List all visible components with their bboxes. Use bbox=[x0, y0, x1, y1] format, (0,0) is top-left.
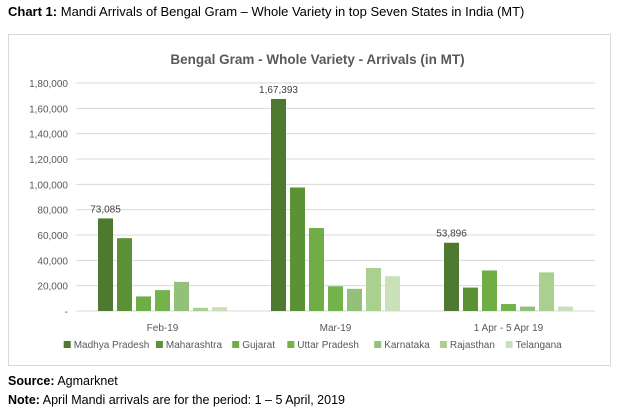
bar-rajasthan bbox=[539, 272, 554, 311]
bar-gujarat bbox=[309, 228, 324, 311]
x-tick-label: Feb-19 bbox=[147, 323, 179, 334]
y-tick-label: 40,000 bbox=[37, 256, 68, 267]
bar-karnataka bbox=[520, 306, 535, 311]
bar-uttar-pradesh bbox=[328, 286, 343, 311]
y-tick-label: 1,40,000 bbox=[29, 130, 68, 141]
bar-telangana bbox=[212, 307, 227, 311]
bar-karnataka bbox=[174, 281, 189, 311]
bar-maharashtra bbox=[463, 287, 478, 311]
x-tick-label: 1 Apr - 5 Apr 19 bbox=[474, 323, 544, 334]
y-tick-label: 60,000 bbox=[37, 231, 68, 242]
bar-karnataka bbox=[347, 288, 362, 311]
y-tick-label: 1,60,000 bbox=[29, 104, 68, 115]
bar-telangana bbox=[558, 306, 573, 311]
bar-rajasthan bbox=[366, 267, 381, 311]
data-label: 73,085 bbox=[90, 204, 121, 215]
bar-rajasthan bbox=[193, 307, 208, 311]
bar-telangana bbox=[385, 276, 400, 311]
source-text: Agmarknet bbox=[54, 374, 118, 388]
legend-swatch bbox=[374, 341, 382, 348]
y-tick-label: 80,000 bbox=[37, 206, 68, 217]
x-tick-label: Mar-19 bbox=[320, 323, 352, 334]
legend-swatch bbox=[439, 341, 447, 348]
legend-label: Maharashtra bbox=[166, 340, 223, 351]
legend-swatch bbox=[155, 341, 163, 348]
bar-madhya-pradesh bbox=[98, 218, 113, 311]
legend-swatch bbox=[505, 341, 513, 348]
bar-madhya-pradesh bbox=[271, 98, 286, 311]
legend-label: Telangana bbox=[516, 340, 563, 351]
legend-swatch bbox=[63, 341, 71, 348]
y-tick-label: 1,20,000 bbox=[29, 155, 68, 166]
bar-uttar-pradesh bbox=[155, 290, 170, 311]
legend-label: Karnataka bbox=[384, 340, 430, 351]
data-label: 53,896 bbox=[436, 229, 467, 240]
bar-uttar-pradesh bbox=[501, 304, 516, 311]
bar-maharashtra bbox=[117, 238, 132, 311]
caption-prefix: Chart 1: bbox=[8, 4, 58, 19]
y-tick-label: 20,000 bbox=[37, 282, 68, 293]
note-prefix: Note: bbox=[8, 393, 40, 407]
legend-label: Gujarat bbox=[242, 340, 275, 351]
chart-caption: Chart 1: Mandi Arrivals of Bengal Gram –… bbox=[8, 4, 524, 19]
bar-madhya-pradesh bbox=[444, 242, 459, 311]
legend-label: Rajasthan bbox=[450, 340, 495, 351]
data-label: 1,67,393 bbox=[259, 85, 298, 96]
bar-gujarat bbox=[136, 296, 151, 311]
bar-gujarat bbox=[482, 270, 497, 311]
y-tick-label: - bbox=[65, 307, 68, 318]
source-prefix: Source: bbox=[8, 374, 55, 388]
legend-label: Uttar Pradesh bbox=[297, 340, 359, 351]
note-line: Note: April Mandi arrivals are for the p… bbox=[8, 393, 345, 407]
y-tick-label: 1,80,000 bbox=[29, 79, 68, 90]
legend-swatch bbox=[232, 341, 240, 348]
chart-title: Bengal Gram - Whole Variety - Arrivals (… bbox=[170, 52, 464, 67]
chart-container: Bengal Gram - Whole Variety - Arrivals (… bbox=[8, 34, 611, 366]
legend-label: Madhya Pradesh bbox=[74, 340, 150, 351]
source-line: Source: Agmarknet bbox=[8, 374, 118, 388]
note-text: April Mandi arrivals are for the period:… bbox=[39, 393, 345, 407]
legend-swatch bbox=[287, 341, 295, 348]
bar-chart: Bengal Gram - Whole Variety - Arrivals (… bbox=[29, 52, 595, 351]
bar-maharashtra bbox=[290, 187, 305, 311]
y-tick-label: 1,00,000 bbox=[29, 180, 68, 191]
caption-text: Mandi Arrivals of Bengal Gram – Whole Va… bbox=[60, 4, 525, 19]
